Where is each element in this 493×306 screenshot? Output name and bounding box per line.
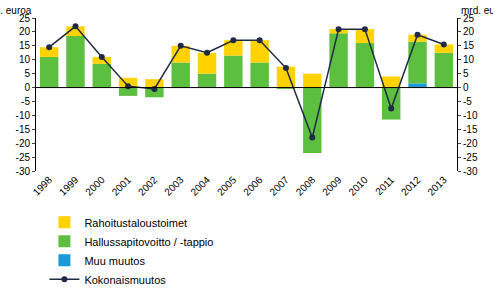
- svg-text:-10: -10: [463, 110, 478, 121]
- svg-text:2012: 2012: [399, 174, 423, 198]
- svg-text:mrd. euroa: mrd. euroa: [0, 5, 32, 16]
- svg-text:2008: 2008: [294, 174, 318, 198]
- svg-text:15: 15: [19, 40, 31, 51]
- svg-text:10: 10: [19, 54, 31, 65]
- svg-text:-5: -5: [463, 96, 472, 107]
- svg-text:2010: 2010: [346, 174, 370, 198]
- svg-text:5: 5: [463, 68, 469, 79]
- svg-text:-25: -25: [16, 152, 31, 163]
- svg-text:-15: -15: [463, 124, 478, 135]
- svg-text:5: 5: [24, 68, 30, 79]
- svg-text:0: 0: [463, 82, 469, 93]
- svg-text:2013: 2013: [425, 174, 449, 198]
- svg-text:-25: -25: [463, 152, 478, 163]
- svg-text:20: 20: [463, 26, 475, 37]
- svg-text:1999: 1999: [57, 174, 81, 198]
- svg-text:0: 0: [24, 82, 30, 93]
- svg-text:2009: 2009: [320, 174, 344, 198]
- svg-text:-30: -30: [463, 166, 478, 177]
- svg-text:2004: 2004: [188, 174, 212, 198]
- svg-text:2002: 2002: [136, 174, 160, 198]
- svg-text:Kokonaismuutos: Kokonaismuutos: [84, 274, 166, 286]
- svg-text:mrd. euroa: mrd. euroa: [461, 5, 493, 16]
- svg-text:2006: 2006: [241, 174, 265, 198]
- svg-text:1998: 1998: [31, 174, 55, 198]
- svg-text:10: 10: [463, 54, 475, 65]
- svg-text:2011: 2011: [373, 174, 396, 197]
- svg-text:2000: 2000: [83, 174, 107, 198]
- svg-text:25: 25: [19, 13, 31, 24]
- svg-text:-30: -30: [16, 166, 31, 177]
- svg-text:-15: -15: [16, 124, 31, 135]
- svg-text:2001: 2001: [110, 174, 134, 198]
- svg-text:Muu muutos: Muu muutos: [84, 255, 145, 267]
- svg-text:-5: -5: [21, 96, 30, 107]
- svg-text:20: 20: [19, 26, 31, 37]
- svg-text:-10: -10: [16, 110, 31, 121]
- svg-text:15: 15: [463, 40, 475, 51]
- svg-text:-20: -20: [16, 138, 31, 149]
- svg-text:Rahoitustaloustoimet: Rahoitustaloustoimet: [84, 217, 187, 229]
- svg-text:Hallussapitovoitto / -tappio: Hallussapitovoitto / -tappio: [84, 236, 213, 248]
- svg-text:25: 25: [463, 13, 475, 24]
- svg-text:2005: 2005: [215, 174, 239, 198]
- svg-text:-20: -20: [463, 138, 478, 149]
- svg-text:2007: 2007: [267, 174, 291, 198]
- svg-text:2003: 2003: [162, 174, 186, 198]
